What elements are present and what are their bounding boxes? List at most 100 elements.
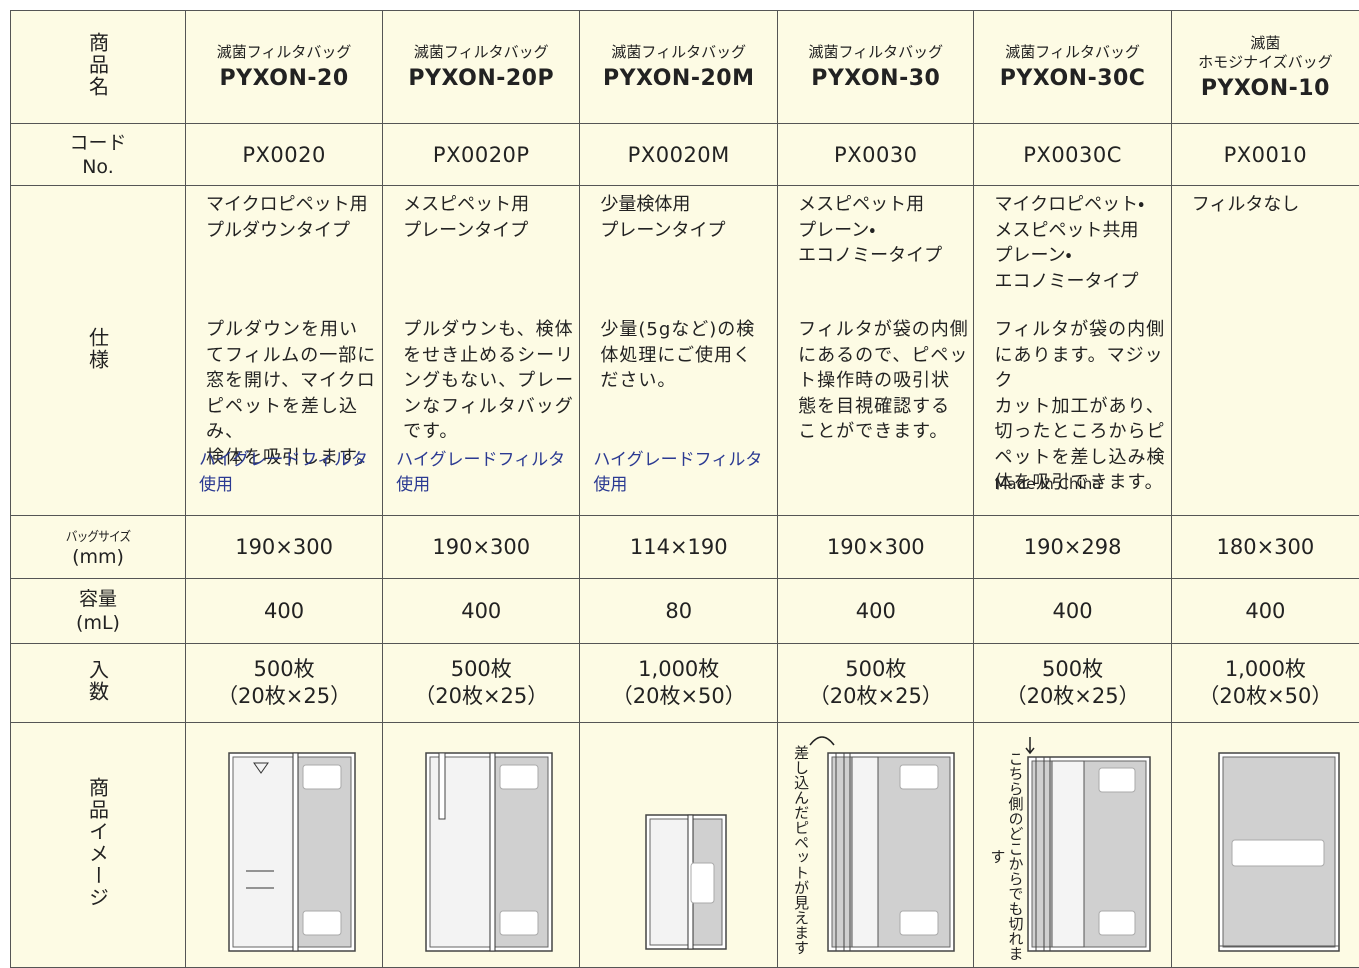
product-type-line: 滅菌フィルタバッグ	[1005, 43, 1140, 61]
count: 1,000枚	[1172, 656, 1359, 683]
bag-part	[852, 757, 878, 947]
row-header: バッグサイズ(mm)	[11, 516, 186, 579]
spec-desc-line: ことができます。	[798, 421, 948, 442]
count: 500枚	[974, 656, 1170, 683]
spec-cell: メスピペット用プレーン・エコノミータイプフィルタが袋の内側にあるので、ピペット操…	[778, 186, 974, 516]
count-cell: 500枚（20枚×25）	[778, 644, 974, 723]
bag-part	[900, 911, 938, 935]
product-model: PYXON-20P	[383, 66, 579, 91]
image-cell	[186, 723, 383, 968]
row-header: 容量(mL)	[11, 579, 186, 644]
size-cell: 190×300	[778, 516, 974, 579]
row-header-line: (mm)	[11, 545, 185, 569]
table-row: 商品イメージ差し込んだピペットが見えますこちら側のどこからでも切れます	[11, 723, 1359, 968]
spec-type-line: プレーン・	[994, 245, 1071, 266]
capacity-cell: 400	[383, 579, 580, 644]
image-cell: こちら側のどこからでも切れます	[974, 723, 1171, 968]
spec-desc-line: プルダウンを用い	[206, 319, 358, 340]
bag-part	[1099, 768, 1135, 792]
product-code: PX0030	[834, 143, 918, 167]
spec-type: マイクロピペット用プルダウンタイプ	[206, 192, 368, 243]
row-header-text: 商品イメージ	[84, 777, 113, 909]
product-name-cell: 滅菌フィルタバッグ PYXON-20M	[580, 11, 778, 124]
spec-desc-line: ペットを差し込み検	[994, 447, 1165, 468]
product-code: PX0020	[242, 143, 326, 167]
count-detail: （20枚×50）	[580, 683, 777, 710]
spec-type-line: 少量検体用	[600, 194, 690, 215]
spec-desc-line: にあります。マジック	[994, 345, 1163, 392]
row-header-line: No.	[11, 155, 185, 179]
spec-type-line: エコノミータイプ	[798, 245, 942, 266]
capacity-cell: 80	[580, 579, 778, 644]
count-detail: （20枚×50）	[1172, 683, 1359, 710]
bag-part	[500, 911, 538, 935]
count-detail: （20枚×25）	[383, 683, 579, 710]
spec-type-line: メスピペット用	[798, 194, 924, 215]
product-name-cell: 滅菌フィルタバッグ PYXON-20P	[383, 11, 580, 124]
product-model: PYXON-20M	[580, 66, 777, 91]
spec-desc-line: 窓を開け、マイクロ	[206, 370, 376, 391]
product-type: 滅菌フィルタバッグ	[778, 43, 973, 62]
spec-type: フィルタなし	[1192, 192, 1300, 218]
product-type: 滅菌フィルタバッグ	[186, 43, 382, 62]
bag-part	[490, 753, 495, 951]
spec-desc-line: ングもない、プレー	[403, 370, 574, 391]
bag-part	[1052, 761, 1084, 947]
bag-size: 190×298	[974, 534, 1170, 561]
spec-desc-line: 切ったところからピ	[994, 421, 1165, 442]
row-header: 仕様	[11, 186, 186, 516]
product-image	[1172, 723, 1359, 968]
spec-type: 少量検体用プレーンタイプ	[600, 192, 725, 243]
row-header: 入数	[11, 644, 186, 723]
spec-type-line: プレーンタイプ	[600, 220, 725, 241]
row-header: 商品イメージ	[11, 723, 186, 968]
capacity: 400	[186, 598, 382, 625]
spec-desc: プルダウンも、検体をせき止めるシーリングもない、プレーンなフィルタバッグです。	[403, 317, 574, 445]
code-cell: PX0020P	[383, 124, 580, 186]
code-cell: PX0020	[186, 124, 383, 186]
product-image	[580, 723, 777, 968]
count-detail: （20枚×25）	[974, 683, 1170, 710]
bag-size: 190×300	[186, 534, 382, 561]
spec-desc-line: フィルタが袋の内側	[798, 319, 969, 340]
spec-type-line: メスピペット共用	[994, 220, 1138, 241]
spec-type-line: プレーン・	[798, 220, 875, 241]
capacity-cell: 400	[778, 579, 974, 644]
product-type-line: 滅菌フィルタバッグ	[217, 43, 352, 61]
count: 500枚	[186, 656, 382, 683]
product-model: PYXON-20	[186, 66, 382, 91]
spec-desc-line: ださい。	[600, 370, 676, 391]
image-cell	[580, 723, 778, 968]
spec-type-line: マイクロピペット・	[994, 194, 1144, 215]
size-cell: 190×300	[186, 516, 383, 579]
bag-part	[303, 765, 341, 789]
product-code: PX0020M	[628, 143, 730, 167]
bag-line	[810, 737, 834, 745]
row-header-line: 容量	[11, 587, 185, 611]
product-type-line: 滅菌フィルタバッグ	[808, 43, 943, 61]
row-header-text: 商品名	[84, 32, 113, 98]
product-type-line: 滅菌フィルタバッグ	[611, 43, 746, 61]
spec-note: ハイグレードフィルタ使用	[396, 445, 579, 495]
spec-cell: マイクロピペット用プルダウンタイププルダウンを用いてフィルムの一部に窓を開け、マ…	[186, 186, 383, 516]
spec-note: ハイグレードフィルタ使用	[199, 445, 382, 495]
bag-part	[650, 819, 688, 945]
count: 500枚	[778, 656, 973, 683]
product-type-line: 滅菌フィルタバッグ	[414, 43, 549, 61]
bag-part	[900, 765, 938, 789]
spec-type: メスピペット用プレーンタイプ	[403, 192, 529, 243]
bag-part	[303, 911, 341, 935]
image-cell	[1171, 723, 1359, 968]
bag-part	[439, 753, 445, 819]
bag-part	[293, 753, 298, 951]
product-code: PX0030C	[1023, 143, 1122, 167]
count-cell: 500枚（20枚×25）	[186, 644, 383, 723]
spec-type-line: エコノミータイプ	[994, 271, 1138, 292]
